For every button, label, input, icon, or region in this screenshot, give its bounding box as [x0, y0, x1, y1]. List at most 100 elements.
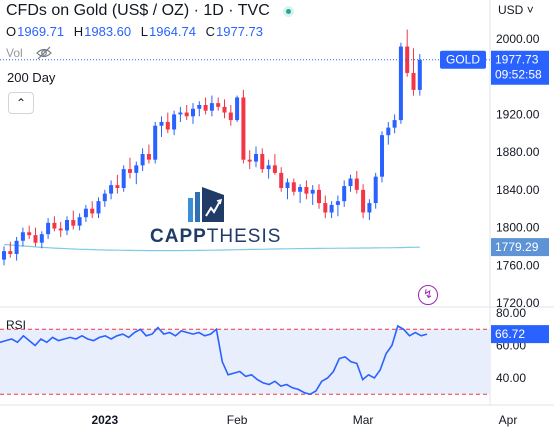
candle-body — [109, 185, 114, 194]
candle-body — [20, 232, 25, 241]
candle-body — [65, 220, 69, 231]
candle-body — [128, 169, 132, 173]
chart-title: CFDs on Gold (US$ / OZ) · 1D · TVC — [6, 2, 270, 19]
logo-text-thesis: THESIS — [206, 226, 282, 247]
lightning-icon[interactable]: ↯ — [418, 285, 438, 305]
volume-label: Vol — [6, 46, 23, 60]
candle-body — [348, 178, 353, 187]
time-tick-label: Apr — [499, 413, 518, 427]
candle-body — [77, 217, 82, 226]
rsi-band — [0, 329, 490, 395]
candle-body — [241, 97, 246, 160]
candle-body — [335, 201, 340, 205]
candle-body — [417, 59, 422, 90]
candle-body — [386, 127, 391, 136]
rsi-layer — [0, 324, 490, 396]
candle-body — [184, 112, 189, 117]
candle-body — [83, 208, 88, 218]
candle-body — [27, 232, 32, 236]
rsi-value-tag — [491, 325, 549, 344]
close-value: 1977.73 — [216, 24, 264, 39]
price-tick-label: 1840.00 — [496, 183, 540, 197]
ma-layer — [3, 243, 420, 252]
rsi-tick-label: 80.00 — [496, 306, 526, 320]
currency-selector[interactable]: USD ˅ — [498, 3, 534, 17]
rsi-value: 66.72 — [495, 327, 525, 341]
candle-body — [291, 182, 296, 192]
candle-body — [323, 203, 328, 213]
symbol-tag-text: GOLD — [446, 53, 480, 67]
candle-body — [247, 159, 252, 162]
candle-body — [197, 105, 202, 109]
candle-body — [71, 220, 76, 226]
price-tick-label: 1920.00 — [496, 107, 540, 121]
time-tick-label: Feb — [227, 413, 248, 427]
candle-body — [235, 97, 240, 121]
candle-body — [272, 165, 277, 173]
price-tick-label: 2000.00 — [496, 32, 540, 46]
candle-body — [159, 121, 164, 126]
price-tick-label: 1880.00 — [496, 145, 540, 159]
rsi-tick-label: 40.00 — [496, 371, 526, 385]
candle-body — [90, 208, 95, 214]
currency-label: USD — [498, 3, 524, 17]
candle-body — [228, 112, 233, 121]
ma200-line — [3, 243, 420, 252]
candle-body — [392, 120, 397, 128]
price-tick-label: 1800.00 — [496, 221, 540, 235]
eye-hidden-icon[interactable] — [36, 46, 52, 60]
high-key: H — [73, 24, 84, 39]
collapse-indicators-button[interactable]: ⌃ — [8, 92, 34, 114]
chevron-down-icon: ˅ — [526, 3, 534, 17]
time-tick-label: Mar — [353, 413, 374, 427]
candle-body — [165, 121, 170, 130]
ma-value: 1779.29 — [495, 240, 539, 254]
candle-body — [260, 154, 265, 170]
candle-body — [102, 193, 107, 202]
rsi-line — [0, 324, 428, 396]
price-tick-label: 1760.00 — [496, 258, 540, 272]
candle-body — [52, 222, 57, 229]
high-value: 1983.60 — [84, 24, 132, 39]
close-key: C — [205, 24, 216, 39]
candle-body — [216, 103, 221, 107]
candle-body — [2, 251, 6, 260]
candle-body — [14, 240, 19, 254]
logo-text: CAPPTHESIS — [150, 226, 281, 248]
capp-thesis-logo — [188, 187, 224, 222]
candle-body — [146, 154, 151, 160]
rsi-pane-label: RSI — [6, 318, 27, 332]
candle-body — [329, 204, 334, 213]
candle-body — [361, 189, 366, 213]
market-open-indicator-icon — [283, 6, 294, 17]
candle-body — [8, 251, 13, 254]
candle-body — [342, 186, 347, 202]
chevron-up-icon: ⌃ — [15, 96, 27, 110]
low-key: L — [140, 24, 148, 39]
candle-body — [310, 189, 315, 194]
candle-body — [266, 165, 271, 170]
candle-body — [96, 201, 101, 214]
candle-body — [222, 106, 227, 113]
open-value: 1969.71 — [17, 24, 65, 39]
last-price-tag — [491, 50, 549, 85]
candle-body — [285, 182, 290, 188]
candle-body — [191, 108, 195, 117]
candle-body — [411, 72, 416, 90]
ma-value-tag — [491, 238, 549, 257]
open-key: O — [6, 24, 17, 39]
candle-body — [380, 135, 384, 177]
candle-body — [115, 185, 120, 188]
candle-body — [254, 154, 258, 162]
candle-body — [121, 169, 126, 188]
ohlc-legend: O1969.71 H1983.60 L1964.74 C1977.73 — [6, 24, 269, 39]
candle-body — [398, 46, 403, 121]
candle-body — [134, 165, 139, 173]
candle-body — [140, 154, 145, 166]
logo-text-capp: CAPP — [150, 226, 207, 247]
candle-body — [317, 189, 321, 204]
ma-indicator-label: 200 Day — [7, 70, 56, 85]
